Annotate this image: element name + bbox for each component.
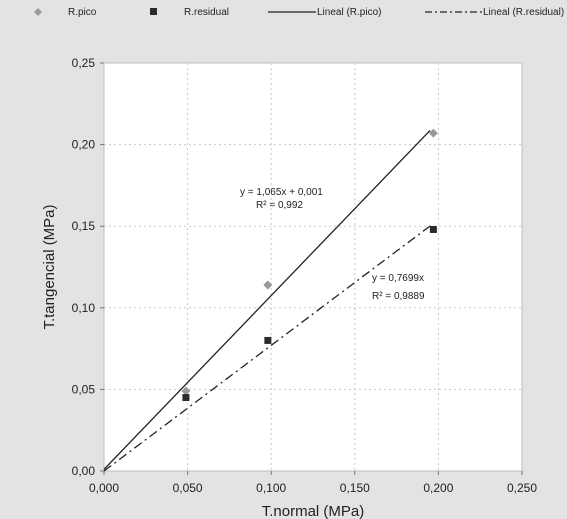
x-tick-label: 0,000 (89, 481, 119, 495)
r2-r-residual: R² = 0,9889 (372, 291, 425, 302)
x-axis-ticks: 0,000 0,050 0,100 0,150 0,200 0,250 (89, 471, 537, 495)
r2-r-pico: R² = 0,992 (256, 200, 303, 211)
trendlines (103, 129, 431, 472)
x-tick-label: 0,050 (173, 481, 203, 495)
legend-label-r-residual: R.residual (184, 7, 229, 18)
y-tick-label: 0,15 (72, 219, 96, 233)
legend-item-lineal-r-residual: Lineal (R.residual) (425, 7, 564, 18)
x-tick-label: 0,150 (340, 481, 370, 495)
trendline-lineal-r-pico (103, 129, 431, 470)
legend-marker-r-pico (34, 8, 42, 16)
legend-marker-r-residual (150, 8, 157, 15)
plot-area (103, 62, 523, 472)
y-tick-label: 0,25 (72, 56, 96, 70)
x-axis-title: T.normal (MPa) (262, 503, 365, 519)
data-point-r-residual (429, 225, 437, 233)
y-axis-ticks: 0,00 0,05 0,10 0,15 0,20 0,25 (72, 56, 104, 478)
x-tick-label: 0,250 (507, 481, 537, 495)
gridlines (104, 63, 522, 471)
x-tick-label: 0,200 (423, 481, 453, 495)
trendline-lineal-r-residual (103, 225, 431, 472)
data-point-r-pico (181, 386, 191, 396)
y-tick-label: 0,05 (72, 382, 96, 396)
data-points (181, 128, 438, 402)
y-axis-title: T.tangencial (MPa) (41, 204, 58, 329)
data-point-r-pico (263, 280, 273, 290)
equation-r-residual: y = 0,7699x (372, 273, 424, 284)
legend-label-lineal-r-pico: Lineal (R.pico) (317, 7, 381, 18)
equation-r-pico: y = 1,065x + 0,001 (240, 187, 323, 198)
data-point-r-residual (264, 336, 272, 344)
legend-label-lineal-r-residual: Lineal (R.residual) (483, 7, 564, 18)
legend-item-r-residual: R.residual (150, 7, 229, 18)
y-tick-label: 0,00 (72, 464, 96, 478)
legend: R.pico R.residual Lineal (R.pico) Lineal… (34, 7, 564, 18)
data-point-r-pico (428, 128, 438, 138)
legend-label-r-pico: R.pico (68, 7, 97, 18)
legend-item-lineal-r-pico: Lineal (R.pico) (268, 7, 381, 18)
legend-item-r-pico: R.pico (34, 7, 97, 18)
x-tick-label: 0,100 (256, 481, 286, 495)
y-tick-label: 0,10 (72, 301, 96, 315)
data-point-r-residual (182, 394, 190, 402)
y-tick-label: 0,20 (72, 138, 96, 152)
